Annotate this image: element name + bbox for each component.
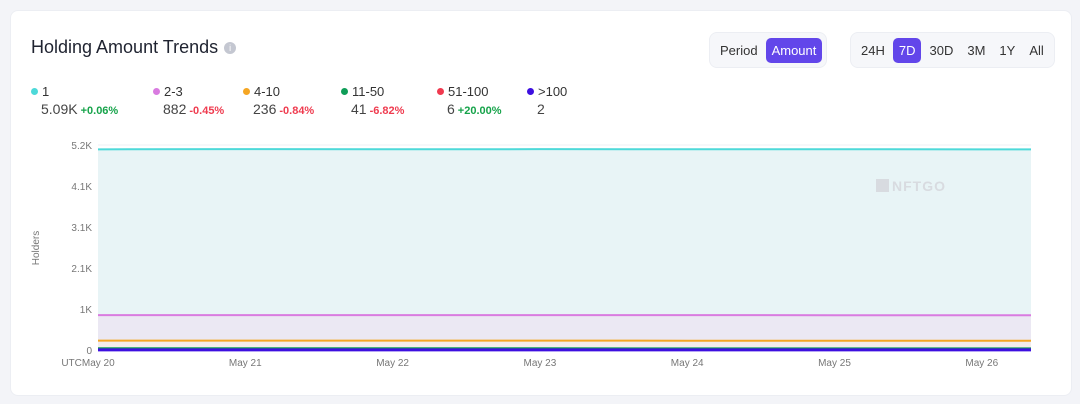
legend-dot-icon — [341, 88, 348, 95]
x-tick-label: May 26 — [965, 358, 998, 369]
legend-change: -0.45% — [189, 105, 225, 117]
legend-value-row: 5.09K +0.06% — [41, 101, 118, 117]
legend-value: 236 — [253, 101, 277, 117]
nftgo-logo-icon — [876, 179, 889, 192]
legend-change: -0.84% — [279, 105, 315, 117]
range-button-all[interactable]: All — [1029, 42, 1044, 58]
y-tick-label: 4.1K — [71, 182, 92, 193]
legend-change: +20.00% — [457, 105, 502, 117]
legend-dot-icon — [31, 88, 38, 95]
legend-value: 5.09K — [41, 101, 78, 117]
legend-label: 4-10 — [254, 84, 281, 99]
legend-value: 882 — [163, 101, 187, 117]
nftgo-watermark: NFTGO — [892, 178, 946, 194]
title-text: Holding Amount Trends — [31, 37, 219, 57]
legend-label: 11-50 — [352, 84, 385, 99]
view-toggle: Period Amount — [709, 32, 828, 68]
legend-label: 51-100 — [448, 84, 489, 99]
legend-dot-icon — [437, 88, 444, 95]
amount-button[interactable]: Amount — [765, 37, 823, 63]
legend-value-row: 41 -6.82% — [351, 101, 404, 117]
y-axis-label: Holders — [31, 231, 42, 265]
legend-item[interactable]: 4-10 236 -0.84% — [243, 83, 314, 117]
x-tick-label: May 22 — [376, 358, 409, 369]
info-icon[interactable]: i — [224, 42, 237, 54]
range-button-30d[interactable]: 30D — [929, 42, 954, 58]
range-button-3m[interactable]: 3M — [967, 42, 986, 58]
legend-change: +0.06% — [80, 105, 119, 117]
range-button-24h[interactable]: 24H — [861, 42, 885, 58]
x-tick-label: May 21 — [229, 358, 262, 369]
legend-item[interactable]: 11-50 41 -6.82% — [341, 83, 404, 117]
legend-value-row: 6 +20.00% — [447, 101, 502, 117]
x-tick-label: May 24 — [671, 358, 704, 369]
legend-label: 1 — [42, 84, 50, 99]
range-button-7d[interactable]: 7D — [892, 37, 922, 63]
legend-item[interactable]: 2-3 882 -0.45% — [153, 83, 224, 117]
x-tick-label: May 23 — [524, 358, 557, 369]
legend-value-row: 2 — [537, 101, 548, 117]
legend-change: -6.82% — [369, 105, 405, 117]
legend-item[interactable]: >100 2 — [527, 83, 568, 117]
y-tick-label: 0 — [86, 346, 92, 357]
legend-label: >100 — [538, 84, 568, 99]
legend-value: 6 — [447, 101, 455, 117]
legend-value-row: 236 -0.84% — [253, 101, 314, 117]
legend-dot-icon — [153, 88, 160, 95]
y-tick-label: 3.1K — [71, 223, 92, 234]
legend-value: 2 — [537, 101, 545, 117]
chart-title: Holding Amount Trends i — [31, 37, 237, 58]
x-tick-label: UTCMay 20 — [61, 358, 115, 369]
legend-label: 2-3 — [164, 84, 183, 99]
series-area-0 — [98, 149, 1031, 350]
legend-value-row: 882 -0.45% — [163, 101, 224, 117]
range-button-1y[interactable]: 1Y — [999, 42, 1016, 58]
y-tick-label: 1K — [80, 305, 93, 316]
legend-item[interactable]: 51-100 6 +20.00% — [437, 83, 502, 117]
x-tick-label: May 25 — [818, 358, 851, 369]
legend-dot-icon — [527, 88, 534, 95]
legend-value: 41 — [351, 101, 367, 117]
y-tick-label: 2.1K — [71, 264, 92, 275]
legend-item[interactable]: 1 5.09K +0.06% — [31, 83, 118, 117]
legend-dot-icon — [243, 88, 250, 95]
range-toggle: 24H 7D 30D 3M 1Y All — [850, 32, 1055, 68]
period-button[interactable]: Period — [720, 42, 758, 58]
y-tick-label: 5.2K — [71, 141, 92, 152]
